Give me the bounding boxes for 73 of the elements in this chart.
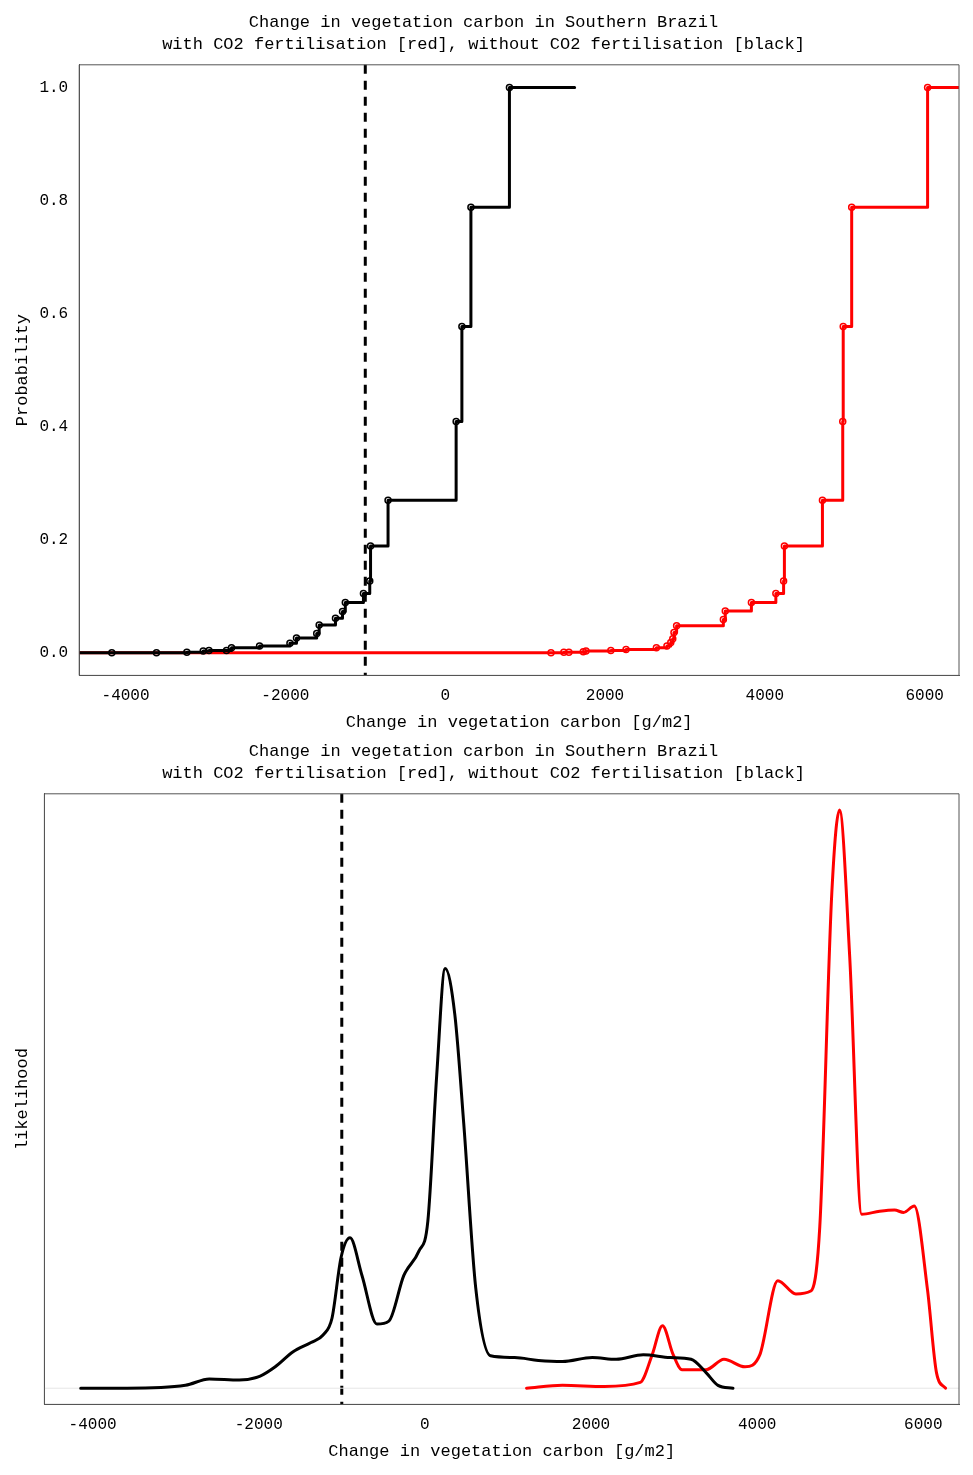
point [505,83,514,92]
point [312,629,321,638]
point [467,203,475,212]
point [923,83,932,92]
x-tick-label: 6000 [904,1416,943,1435]
point [779,577,788,585]
point [747,598,756,607]
y-axis-title: likelihood [12,1048,32,1151]
point [338,607,347,616]
point [227,643,236,652]
point [183,648,191,656]
x-tick-label: -4000 [101,687,150,706]
point [331,614,340,623]
point [579,647,588,656]
point [452,417,460,426]
point [672,621,681,630]
point [847,203,856,212]
x-tick-label: 4000 [745,687,785,706]
chart-title: Change in vegetation carbon in Southern Brazil [248,12,719,32]
point [292,634,301,642]
point [652,643,661,652]
x-tick-label: -2000 [234,1416,283,1435]
x-tick-label: -2000 [261,687,310,706]
x-tick-label: 2000 [585,687,625,706]
point [384,496,392,504]
point [772,589,780,598]
point [359,589,368,598]
point [366,577,374,585]
point [838,417,847,426]
point [366,542,375,550]
point [721,607,730,615]
point [582,647,590,655]
point [663,642,671,650]
y-tick-label: 1.0 [39,78,69,97]
chart-subtitle: with CO2 fertilisation [red], without CO2 fertilisation [black] [162,764,805,784]
point [205,646,213,655]
y-tick-label: 0.8 [39,191,69,210]
chart-title: Change in vegetation carbon in Southern Brazil [248,741,719,761]
point [622,645,630,654]
x-tick-label: -4000 [68,1416,117,1435]
y-tick-label: 0.4 [39,417,69,436]
x-tick-label: 0 [420,1416,430,1435]
point [341,598,350,607]
point [152,649,161,657]
chart-subtitle: with CO2 fertilisation [red], without CO2 fertilisation [black] [162,35,805,55]
x-tick-label: 4000 [737,1416,777,1435]
x-tick-label: 0 [440,687,450,706]
point [667,638,675,647]
y-axis-title: Probability [12,313,32,427]
x-tick-label: 6000 [905,687,944,706]
point [669,634,677,643]
point [670,628,678,637]
point [560,648,568,656]
point [315,621,323,629]
point [286,639,294,647]
point [818,496,827,504]
point [839,322,847,331]
y-tick-label: 0.2 [39,530,69,549]
point [222,646,231,655]
point [719,615,728,624]
point [780,542,789,550]
point [547,649,555,657]
y-tick-label: 0.6 [39,304,69,323]
point [458,322,466,331]
point [255,642,264,650]
point [108,649,116,657]
point [607,646,615,655]
y-tick-label: 0.0 [39,644,69,663]
point [565,648,573,656]
x-axis-title: Change in vegetation carbon [g/m2] [328,1442,676,1462]
point [199,647,207,655]
x-axis-title: Change in vegetation carbon [g/m2] [345,713,693,733]
x-tick-label: 2000 [571,1416,611,1435]
